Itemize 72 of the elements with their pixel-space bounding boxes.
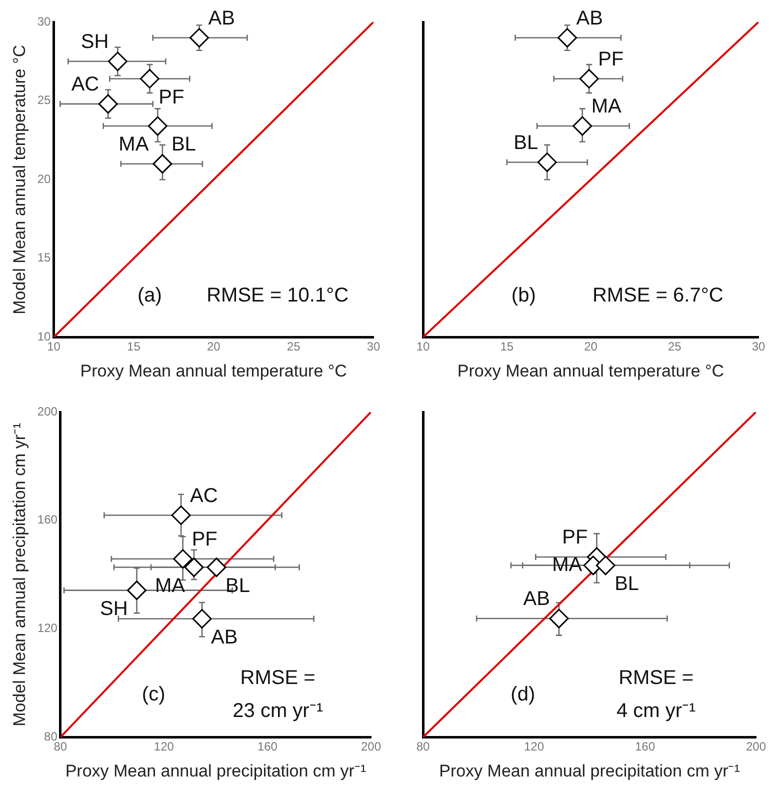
- point: [189, 28, 209, 48]
- point: [171, 506, 191, 525]
- point: [98, 94, 118, 114]
- point: [558, 28, 578, 48]
- x-tick-label: 15: [127, 340, 141, 354]
- annotation: (c): [142, 683, 166, 706]
- annotation: (a): [137, 284, 162, 307]
- data-label: BL: [514, 132, 538, 154]
- annotation: RMSE = 23 cm yr⁻¹: [232, 666, 324, 722]
- data-label: MA: [118, 134, 150, 156]
- point: [206, 558, 226, 578]
- data-label: AB: [523, 588, 550, 610]
- x-axis-title: Proxy Mean annual precipitation cm yr⁻¹: [65, 761, 366, 780]
- annotation: RMSE = 10.1°C: [206, 284, 349, 307]
- x-axis-title: Proxy Mean annual temperature °C: [80, 361, 347, 380]
- x-tick-label: 20: [584, 340, 598, 354]
- point: [108, 52, 128, 72]
- y-tick-label: 25: [37, 93, 52, 108]
- x-tick-label: 80: [416, 740, 430, 754]
- annotation: (b): [511, 284, 536, 307]
- x-tick-label: 30: [366, 340, 380, 354]
- x-tick-label: 15: [500, 340, 514, 354]
- data-label: BL: [225, 574, 250, 597]
- x-tick-label: 120: [524, 740, 544, 754]
- x-tick-label: 160: [634, 740, 656, 754]
- x-tick-label: 25: [668, 340, 682, 354]
- data-label: PF: [598, 48, 624, 70]
- data-label: AB: [576, 7, 603, 30]
- data-label: BL: [171, 133, 196, 156]
- y-tick-label: 160: [37, 512, 58, 527]
- data-label: PF: [158, 86, 184, 108]
- y-tick-label: 200: [37, 404, 58, 418]
- x-tick-label: 30: [752, 340, 766, 354]
- point: [184, 558, 204, 578]
- point: [192, 609, 212, 629]
- x-tick-label: 25: [286, 340, 301, 354]
- data-label: SH: [80, 30, 109, 53]
- point: [140, 68, 160, 88]
- point: [173, 549, 193, 569]
- point: [127, 580, 147, 600]
- data-label: PF: [562, 526, 588, 548]
- y-axis-title: Model Mean annual precipitation cm yr⁻¹: [10, 422, 29, 726]
- data-label: AC: [190, 484, 218, 507]
- point: [572, 116, 592, 136]
- data-label: AB: [208, 7, 235, 30]
- x-axis-title: Proxy Mean annual temperature °C: [457, 361, 724, 380]
- y-tick-label: 20: [37, 172, 52, 186]
- data-label: PF: [192, 528, 218, 550]
- y-tick-label: 30: [37, 14, 52, 28]
- y-tick-label: 15: [37, 250, 52, 265]
- x-tick-label: 160: [257, 740, 278, 754]
- data-label: AC: [71, 73, 100, 96]
- x-axis-title: Proxy Mean annual precipitation cm yr⁻¹: [439, 761, 740, 780]
- annotation: (d): [510, 683, 536, 706]
- point: [537, 152, 557, 172]
- data-label: MA: [591, 96, 622, 118]
- data-label: AB: [210, 626, 238, 648]
- point: [152, 154, 172, 174]
- point: [148, 116, 168, 136]
- annotation: RMSE = 4 cm yr⁻¹: [616, 666, 696, 722]
- y-tick-label: 120: [37, 621, 58, 636]
- data-label: BL: [614, 572, 640, 595]
- x-tick-label: 200: [746, 740, 766, 754]
- x-tick-label: 120: [154, 740, 174, 754]
- x-tick-label: 10: [416, 340, 430, 354]
- x-tick-label: 20: [206, 340, 221, 354]
- data-label: SH: [100, 598, 128, 620]
- y-axis-title: Model Mean annual temperature °C: [10, 44, 29, 314]
- x-tick-label: 80: [54, 740, 68, 754]
- point: [579, 68, 599, 88]
- x-tick-label: 200: [360, 740, 382, 754]
- annotation: RMSE = 6.7°C: [592, 284, 724, 307]
